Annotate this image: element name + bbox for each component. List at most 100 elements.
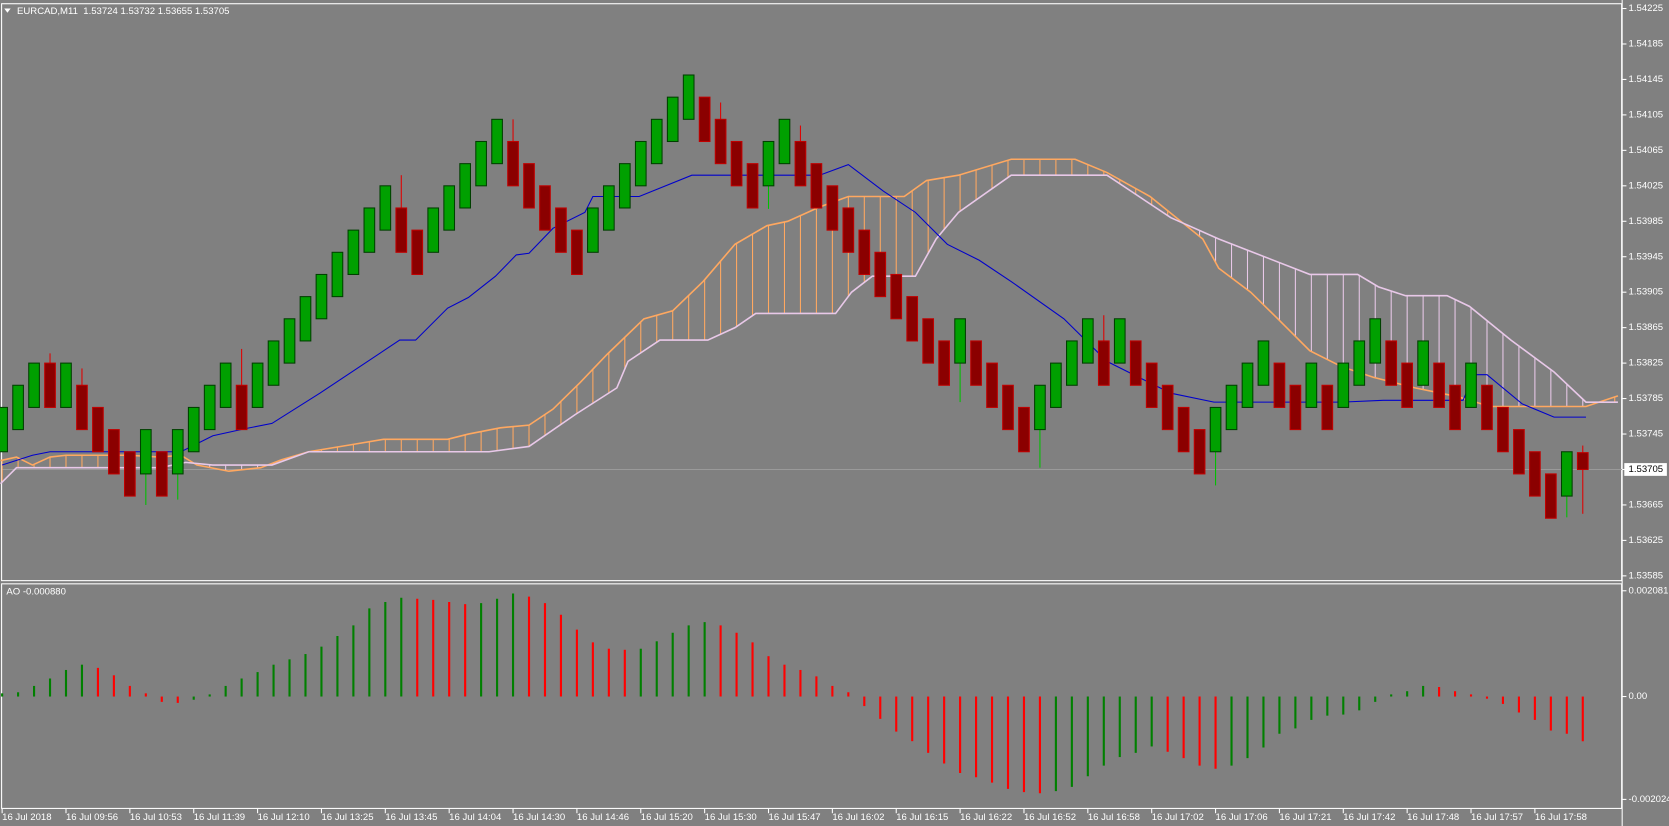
- candle-body: [1081, 318, 1094, 364]
- candle-body: [283, 318, 296, 364]
- candle-body: [1241, 362, 1254, 408]
- x-tick-label: 16 Jul 13:25: [321, 812, 373, 823]
- candle-body: [1177, 406, 1190, 453]
- candle-body: [1401, 362, 1414, 408]
- candle-body: [1002, 384, 1014, 431]
- candle-body: [124, 451, 136, 497]
- y-tick-label: 1.54185: [1629, 39, 1664, 50]
- current-price-label: 1.53705: [1629, 464, 1664, 475]
- candle-body: [1465, 362, 1477, 408]
- y-tick-label: 1.53625: [1629, 535, 1664, 546]
- candle-body: [1113, 318, 1126, 364]
- x-tick-label: 16 Jul 10:53: [130, 812, 182, 823]
- candle-body: [203, 384, 216, 431]
- y-tick-label: 1.53865: [1629, 322, 1664, 333]
- candle-body: [1305, 362, 1318, 408]
- y-tick-label: 1.53585: [1629, 570, 1664, 581]
- candle-body: [970, 340, 982, 386]
- candle-body: [1449, 384, 1461, 431]
- candle-body: [1289, 384, 1302, 431]
- candle-body: [1066, 340, 1078, 386]
- candle-body: [1369, 318, 1382, 364]
- candle-body: [1385, 340, 1398, 386]
- candle-body: [1273, 362, 1286, 408]
- x-tick-label: 16 Jul 17:02: [1152, 812, 1204, 823]
- candle-body: [778, 118, 791, 165]
- candle-body: [171, 429, 184, 475]
- x-tick-label: 16 Jul 17:21: [1279, 812, 1331, 823]
- candle-body: [379, 185, 392, 231]
- y-tick-label: 1.53905: [1629, 287, 1664, 298]
- x-tick-label: 16 Jul 16:52: [1024, 812, 1076, 823]
- candle-body: [746, 163, 759, 209]
- candle-body: [139, 429, 152, 475]
- candle-body: [507, 140, 519, 187]
- candle-body: [1321, 384, 1334, 431]
- x-tick-label: 16 Jul 14:30: [513, 812, 565, 823]
- menu-arrow[interactable]: [4, 8, 11, 13]
- y-tick-label: 1.53785: [1629, 393, 1664, 404]
- candle-body: [890, 273, 903, 320]
- candle-body: [858, 229, 871, 275]
- x-tick-label: 16 Jul 17:06: [1216, 812, 1268, 823]
- y-tick-label: 0.00: [1629, 691, 1648, 702]
- candle-body: [794, 140, 807, 187]
- candle-body: [587, 207, 599, 253]
- candle-body: [602, 185, 615, 231]
- candle-body: [1576, 452, 1589, 471]
- candle-body: [666, 96, 679, 143]
- x-tick-label: 16 Jul 12:10: [258, 812, 310, 823]
- candle-body: [0, 406, 8, 453]
- x-tick-label: 16 Jul 09:56: [66, 812, 118, 823]
- candle-body: [187, 406, 200, 453]
- candle-body: [954, 318, 966, 364]
- candle-body: [28, 362, 40, 408]
- candle-body: [491, 118, 503, 165]
- x-tick-label: 16 Jul 15:47: [769, 812, 821, 823]
- candle-body: [1193, 429, 1206, 475]
- candle-body: [1481, 384, 1493, 431]
- y-tick-label: 1.53825: [1629, 358, 1664, 369]
- candle-body: [730, 140, 743, 187]
- x-tick-label: 16 Jul 16:02: [832, 812, 884, 823]
- plot-layer: 1.54225 1.54185 1.54145 1.54105 1.54065 1.540…: [0, 3, 1669, 823]
- candle-body: [1161, 384, 1174, 431]
- candle-body: [714, 118, 727, 165]
- x-tick-label: 16 Jul 2018: [2, 812, 51, 823]
- chart-title: EURCAD,M11 1.53724 1.53732 1.53655 1.537…: [17, 6, 229, 17]
- y-tick-label: 1.54065: [1629, 145, 1664, 156]
- y-tick-label: 1.54105: [1629, 109, 1664, 120]
- candle-body: [1225, 384, 1238, 431]
- candle-body: [1145, 362, 1158, 408]
- candle-body: [315, 273, 328, 320]
- x-tick-label: 16 Jul 17:57: [1471, 812, 1523, 823]
- candle-body: [267, 340, 280, 386]
- candle-body: [251, 362, 264, 408]
- indicator-line: [1, 163, 1586, 466]
- candle-body: [1209, 406, 1222, 453]
- candle-body: [299, 296, 312, 342]
- candle-body: [92, 406, 104, 453]
- candle-body: [874, 251, 887, 298]
- y-tick-label: 1.54225: [1629, 3, 1664, 14]
- candle-body: [1417, 340, 1429, 386]
- candle-body: [1257, 340, 1270, 386]
- candle-body: [12, 384, 24, 431]
- candle-body: [235, 384, 248, 431]
- y-tick-label: 1.53985: [1629, 216, 1664, 227]
- candle-body: [1497, 406, 1509, 453]
- candle-body: [155, 451, 168, 497]
- cloud-span-a: [0, 158, 1619, 473]
- y-tick-label: 1.53665: [1629, 499, 1664, 510]
- candle-body: [1097, 340, 1110, 386]
- candle-body: [60, 362, 72, 408]
- ao-title: AO -0.000880: [6, 586, 66, 597]
- x-tick-label: 16 Jul 11:39: [194, 812, 245, 823]
- candle-body: [698, 96, 711, 143]
- candle-body: [363, 207, 376, 253]
- candle-body: [331, 251, 344, 298]
- candle-body: [219, 362, 232, 408]
- candle-body: [443, 185, 456, 231]
- candle-body: [571, 229, 583, 275]
